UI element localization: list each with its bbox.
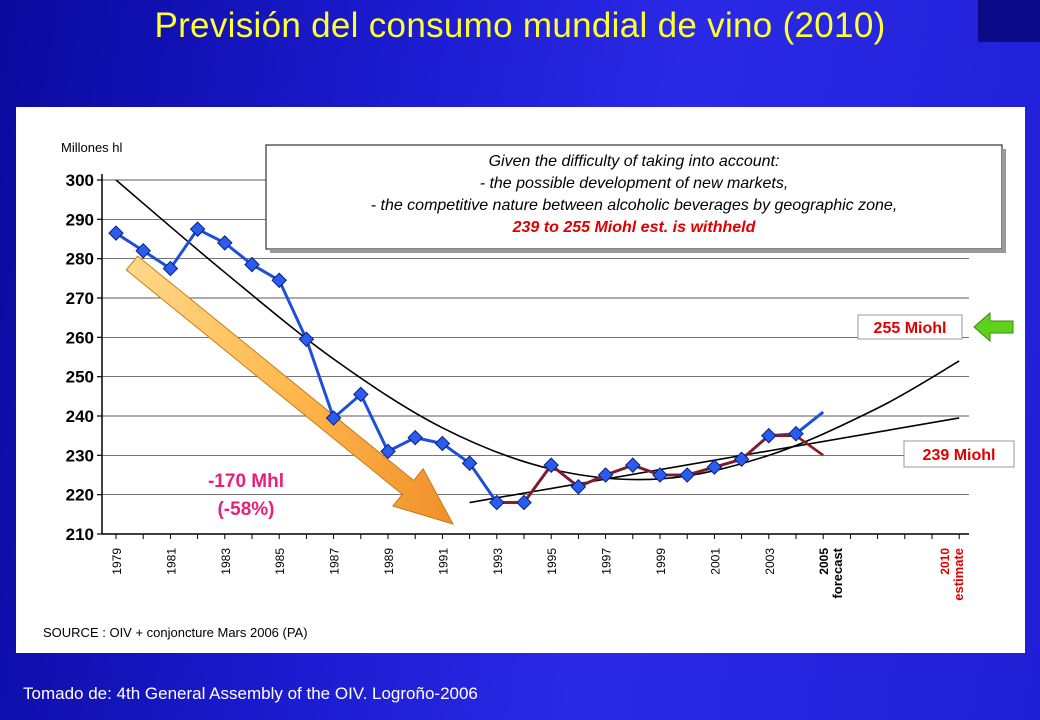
data-point-marker xyxy=(761,427,777,444)
data-point-marker xyxy=(570,479,587,495)
polynomial-trend-curve xyxy=(115,179,960,481)
decline-arrow-shape xyxy=(125,255,455,525)
data-point-marker xyxy=(625,457,641,473)
data-point-marker xyxy=(244,256,260,273)
y-tick-label: 290 xyxy=(66,210,94,229)
axes xyxy=(97,174,969,539)
high-estimate-label: 255 Miohl xyxy=(874,320,947,337)
data-point-marker xyxy=(461,455,478,471)
x-tick-label: 1989 xyxy=(382,548,396,575)
data-point-marker xyxy=(325,410,342,426)
data-point-marker xyxy=(706,459,723,475)
high-estimate-box xyxy=(857,314,963,340)
y-tick-label: 300 xyxy=(66,171,94,190)
x-tick-label-2005: 2005 xyxy=(817,548,831,575)
source-label: SOURCE : OIV + conjoncture Mars 2006 (PA… xyxy=(43,625,308,640)
data-point-marker xyxy=(271,272,287,289)
decline-percent-label: (-58%) xyxy=(217,499,274,520)
x-tick-labels: 1979 1981 1983 1985 1987 1989 1991 1993 1995 1997… xyxy=(110,547,966,600)
data-point-marker xyxy=(189,221,206,237)
data-point-marker xyxy=(597,467,614,483)
x-tick-label-2010: 2010 xyxy=(938,548,952,575)
y-tick-label: 250 xyxy=(66,368,94,387)
x-tick-label: 1997 xyxy=(600,548,614,575)
annotation-labels: Millones hl Given the difficulty of takin… xyxy=(43,140,1015,640)
x-tick-label: 1981 xyxy=(164,548,178,575)
data-point-marker xyxy=(407,429,423,446)
x-tick-label: 2001 xyxy=(708,548,722,575)
y-tick-label: 240 xyxy=(66,407,94,426)
x-tick-label: 1987 xyxy=(328,548,342,575)
data-point-marker xyxy=(489,494,505,511)
x-tick-label: 1991 xyxy=(436,548,450,575)
x-tick-label: 1983 xyxy=(219,548,233,575)
source-footer: Tomado de: 4th General Assembly of the O… xyxy=(23,684,478,703)
low-estimate-box xyxy=(903,440,1015,468)
grid-lines xyxy=(102,179,969,496)
y-tick-label: 220 xyxy=(66,486,94,505)
data-point-marker xyxy=(516,494,532,511)
data-point-marker xyxy=(217,235,233,251)
x-tick-label: 1995 xyxy=(545,548,559,575)
data-series xyxy=(108,221,825,511)
slide-title: Previsión del consumo mundial de vino (2… xyxy=(154,6,886,45)
data-point-marker xyxy=(108,225,124,241)
y-tick-label: 270 xyxy=(66,289,94,308)
x-tick-label: 1985 xyxy=(273,548,287,575)
data-point-marker xyxy=(298,331,315,348)
y-tick-label: 230 xyxy=(66,446,94,465)
green-arrow-icon xyxy=(973,311,1014,343)
data-point-marker xyxy=(135,243,151,259)
x-tick-label: 2003 xyxy=(763,548,777,575)
corner-decoration xyxy=(978,0,1040,42)
y-axis-label: Millones hl xyxy=(61,140,123,155)
y-tick-label: 260 xyxy=(66,328,94,347)
message-line-2: - the possible development of new market… xyxy=(480,175,789,192)
chart-panel: 210 220 230 240 250 260 270 280 290 300 1979 1981 1… xyxy=(16,107,1025,653)
data-point-marker xyxy=(162,260,179,277)
message-box-shadow xyxy=(270,249,1006,253)
y-tick-label: 280 xyxy=(66,250,94,269)
message-line-1: Given the difficulty of taking into acco… xyxy=(489,153,780,170)
x-tick-label: 1993 xyxy=(491,548,505,575)
forecast-label: forecast xyxy=(830,547,845,598)
data-point-marker xyxy=(652,467,668,483)
data-point-marker xyxy=(380,443,396,460)
data-point-marker xyxy=(679,467,695,483)
data-point-marker xyxy=(543,457,559,473)
x-tick-label: 1999 xyxy=(654,548,668,575)
decline-arrow-icon xyxy=(125,255,455,525)
low-estimate-label: 239 Miohl xyxy=(923,447,996,464)
message-line-4: 239 to 255 Miohl est. is withheld xyxy=(512,219,757,236)
data-point-marker xyxy=(434,435,451,452)
message-line-3: - the competitive nature between alcohol… xyxy=(371,197,898,214)
y-tick-label: 210 xyxy=(66,525,94,544)
y-tick-labels: 210 220 230 240 250 260 270 280 290 300 xyxy=(66,171,94,544)
message-box-shadow xyxy=(1002,149,1006,253)
data-point-marker xyxy=(733,451,750,468)
estimate-label: estimate xyxy=(951,548,966,601)
data-point-marker xyxy=(353,386,369,403)
x-tick-label: 1979 xyxy=(110,548,124,575)
data-point-marker xyxy=(788,425,804,442)
decline-value-label: -170 Mhl xyxy=(208,471,284,492)
